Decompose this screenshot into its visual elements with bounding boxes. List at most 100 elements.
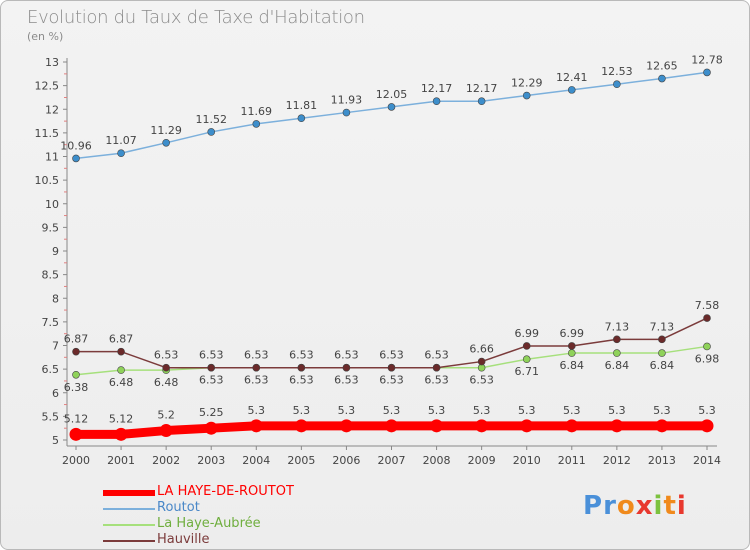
- x-tick-label: 2004: [242, 454, 270, 467]
- y-tick-label: 5.5: [42, 410, 60, 423]
- data-point: [432, 363, 441, 372]
- series-line-1: [75, 71, 708, 160]
- data-label: 7.58: [695, 299, 720, 312]
- data-point: [477, 97, 486, 106]
- data-point: [567, 342, 576, 350]
- y-tick-label: 9.5: [42, 221, 60, 234]
- x-tick-label: 2000: [62, 454, 90, 467]
- data-point: [567, 349, 576, 357]
- data-label: 6.84: [650, 359, 675, 372]
- data-label: 12.05: [376, 88, 408, 101]
- x-tick-label: 2003: [197, 454, 225, 467]
- y-tick-label: 9: [52, 245, 59, 258]
- data-point: [117, 149, 125, 157]
- data-label: 6.71: [514, 365, 539, 378]
- data-point: [72, 370, 80, 379]
- data-label: 6.87: [64, 333, 89, 346]
- data-label: 7.13: [650, 320, 675, 333]
- data-label: 5.25: [199, 406, 224, 419]
- data-label: 6.53: [289, 374, 314, 387]
- y-tick-label: 13: [45, 56, 59, 69]
- data-label: 12.65: [646, 60, 678, 73]
- data-label: 11.69: [241, 105, 273, 118]
- data-point: [252, 120, 261, 128]
- data-label: 6.84: [605, 359, 630, 372]
- data-label: 6.53: [334, 374, 359, 387]
- data-label: 6.53: [199, 349, 224, 362]
- logo-letter: i: [676, 491, 687, 521]
- legend-swatch: [103, 540, 155, 542]
- y-tick-label: 7.5: [42, 316, 60, 329]
- data-point: [520, 419, 534, 433]
- data-point: [432, 97, 441, 106]
- data-point: [475, 419, 489, 433]
- data-label: 6.53: [469, 374, 494, 387]
- data-point: [522, 355, 531, 364]
- data-label: 6.98: [695, 352, 720, 365]
- y-tick-label: 12.5: [35, 80, 60, 93]
- data-label: 6.53: [424, 349, 449, 362]
- data-label: 12.17: [466, 82, 498, 95]
- data-label: 6.99: [560, 327, 585, 340]
- data-label: 6.84: [560, 359, 585, 372]
- data-point: [252, 363, 261, 372]
- data-point: [207, 363, 216, 372]
- legend-label: LA HAYE-DE-ROUTOT: [157, 484, 294, 499]
- x-tick-label: 2013: [648, 454, 676, 467]
- data-point: [703, 314, 711, 322]
- data-point: [613, 349, 621, 357]
- data-point: [613, 335, 621, 344]
- data-point: [114, 427, 128, 441]
- data-label: 11.93: [331, 94, 363, 107]
- data-point: [522, 342, 531, 350]
- legend-swatch: [103, 508, 155, 510]
- data-label: 6.38: [64, 381, 89, 394]
- y-tick-label: 6: [52, 387, 59, 400]
- data-label: 5.12: [109, 412, 134, 425]
- data-point: [249, 419, 263, 433]
- data-label: 6.99: [514, 327, 539, 340]
- data-point: [117, 366, 125, 374]
- x-tick-label: 2008: [423, 454, 451, 467]
- x-tick-label: 2009: [468, 454, 496, 467]
- data-point: [342, 363, 351, 372]
- data-label: 5.3: [698, 404, 716, 417]
- data-point: [342, 108, 351, 117]
- data-label: 6.87: [109, 333, 134, 346]
- logo-letter: t: [663, 491, 677, 521]
- data-label: 6.53: [379, 374, 404, 387]
- data-label: 12.17: [421, 82, 453, 95]
- data-point: [522, 91, 531, 100]
- x-tick-label: 2007: [378, 454, 406, 467]
- y-tick-label: 10.5: [35, 174, 60, 187]
- data-label: 5.3: [248, 404, 266, 417]
- data-point: [430, 419, 444, 433]
- data-label: 6.53: [424, 374, 449, 387]
- logo-letter: o: [616, 491, 636, 521]
- data-label: 5.12: [64, 412, 89, 425]
- data-label: 11.07: [105, 134, 137, 147]
- x-tick-label: 2014: [693, 454, 721, 467]
- data-label: 5.3: [473, 404, 491, 417]
- x-tick-label: 2001: [107, 454, 135, 467]
- data-label: 12.53: [601, 65, 633, 78]
- y-tick-label: 12: [45, 103, 59, 116]
- data-point: [658, 349, 666, 357]
- data-label: 6.53: [244, 374, 269, 387]
- data-label: 10.96: [60, 139, 92, 152]
- data-point: [655, 419, 669, 433]
- data-label: 6.53: [199, 374, 224, 387]
- legend-swatch: [103, 490, 155, 496]
- data-label: 6.53: [334, 349, 359, 362]
- logo-letter: x: [635, 491, 654, 521]
- data-point: [207, 128, 216, 136]
- data-point: [700, 419, 714, 433]
- data-point: [658, 74, 666, 83]
- data-point: [387, 103, 396, 111]
- data-point: [385, 419, 398, 433]
- data-label: 5.3: [518, 404, 536, 417]
- data-label: 5.3: [293, 404, 311, 417]
- legend-label: Hauville: [157, 532, 210, 547]
